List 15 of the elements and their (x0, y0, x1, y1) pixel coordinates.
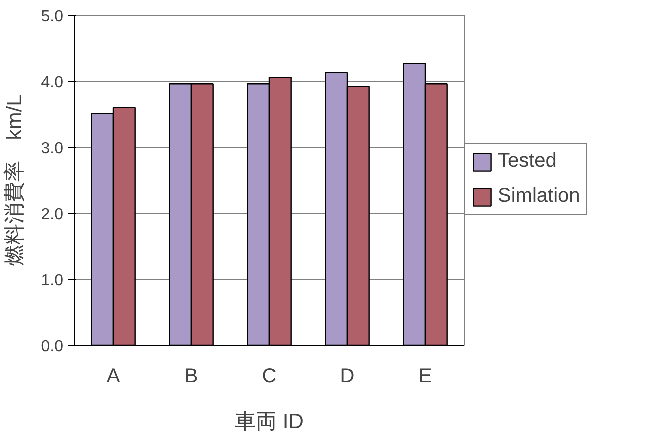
legend-label: Tested (498, 150, 557, 173)
x-tick-label: B (184, 366, 198, 388)
x-tick-label: A (106, 366, 121, 388)
y-tick-label: 4.0 (41, 74, 64, 92)
y-tick-label: 0.0 (41, 338, 64, 356)
x-tick-label: D (340, 366, 355, 388)
legend-label: Simlation (498, 185, 580, 208)
x-tick-label: E (418, 366, 432, 388)
y-tick-label: 2.0 (41, 206, 64, 224)
x-axis-title: 車両 ID (235, 410, 304, 434)
y-tick-label: 5.0 (41, 8, 64, 26)
y-tick-label: 3.0 (41, 140, 64, 158)
y-axis-title: 燃料消費率 km/L (3, 94, 26, 266)
x-tick-label: C (262, 366, 277, 388)
y-tick-label: 1.0 (41, 272, 64, 290)
